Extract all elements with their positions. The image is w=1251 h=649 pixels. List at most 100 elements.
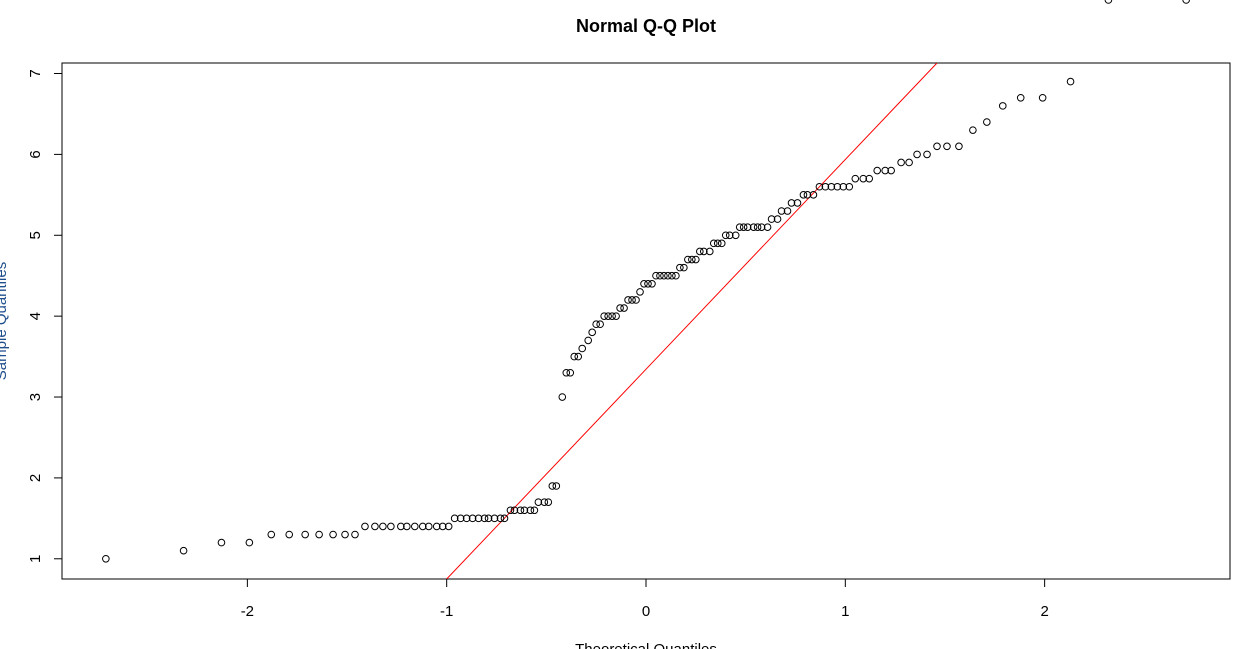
- y-axis-label: Sample Quantiles: [0, 262, 10, 380]
- data-point: [897, 158, 905, 167]
- data-point: [351, 530, 359, 539]
- y-tick-label: 5: [27, 231, 44, 239]
- data-point: [913, 150, 921, 159]
- plot-frame: [61, 62, 1231, 580]
- data-point: [624, 296, 632, 304]
- data-point: [943, 142, 951, 151]
- data-point: [998, 102, 1007, 110]
- data-point: [851, 174, 860, 183]
- data-point: [815, 182, 824, 191]
- data-point: [969, 126, 977, 134]
- data-point: [424, 522, 433, 531]
- data-point: [735, 223, 744, 231]
- data-point: [757, 223, 766, 231]
- data-point: [809, 191, 818, 199]
- data-point: [584, 336, 592, 345]
- data-point: [636, 288, 644, 296]
- data-point: [500, 514, 509, 523]
- data-point: [516, 506, 525, 515]
- data-point: [628, 296, 636, 304]
- data-point: [763, 223, 772, 231]
- data-point: [616, 304, 624, 312]
- data-point: [839, 182, 848, 191]
- data-point: [315, 530, 323, 539]
- data-point: [787, 199, 796, 207]
- data-point: [983, 118, 991, 126]
- data-point: [859, 174, 868, 183]
- data-point: [721, 231, 730, 240]
- data-point: [700, 247, 708, 256]
- y-tick-label: 6: [27, 150, 44, 158]
- data-point: [361, 522, 369, 531]
- data-point: [432, 522, 441, 531]
- data-point: [873, 166, 882, 175]
- data-point: [753, 223, 762, 231]
- data-point: [656, 271, 664, 280]
- y-tick-label: 1: [27, 555, 44, 563]
- y-axis: 1 2 3 4 5 6 7: [27, 69, 63, 563]
- data-point: [688, 255, 696, 264]
- data-point: [887, 166, 895, 175]
- data-point: [403, 522, 411, 531]
- data-point: [955, 142, 963, 151]
- data-point: [462, 514, 471, 523]
- y-tick-label: 3: [27, 393, 44, 401]
- data-point: [783, 207, 792, 215]
- data-point: [397, 522, 405, 531]
- data-point: [588, 328, 596, 337]
- data-point: [865, 174, 874, 183]
- data-point: [803, 191, 812, 199]
- data-point: [329, 530, 337, 539]
- data-point: [484, 514, 493, 523]
- data-point: [608, 312, 616, 320]
- data-point: [438, 522, 447, 531]
- data-point: [749, 223, 758, 231]
- data-point: [632, 296, 640, 304]
- data-point: [526, 506, 535, 515]
- data-point: [680, 263, 688, 272]
- data-point: [827, 182, 836, 191]
- data-point: [245, 538, 254, 547]
- data-point: [371, 522, 379, 531]
- x-axis-label: Theoretical Quantiles: [575, 641, 717, 649]
- data-point: [544, 498, 553, 506]
- data-point: [717, 239, 726, 248]
- data-point: [379, 522, 387, 531]
- data-point: [418, 522, 427, 531]
- data-point: [566, 368, 575, 377]
- data-point: [534, 498, 543, 506]
- data-point: [767, 215, 776, 223]
- data-point: [341, 530, 349, 539]
- data-point: [739, 223, 748, 231]
- x-tick-label: 0: [642, 603, 650, 620]
- data-point: [600, 312, 608, 320]
- data-point: [793, 199, 802, 207]
- y-tick-label: 7: [27, 69, 44, 77]
- data-point: [596, 320, 604, 329]
- y-tick-label: 4: [27, 312, 44, 320]
- data-point: [652, 271, 660, 280]
- data-point: [833, 182, 842, 191]
- data-point: [676, 263, 684, 272]
- data-point: [592, 320, 600, 329]
- data-point: [672, 271, 680, 280]
- data-point: [387, 522, 395, 531]
- data-point: [267, 530, 276, 539]
- data-point: [558, 393, 567, 401]
- data-point: [301, 530, 309, 539]
- data-point: [456, 514, 465, 523]
- data-point: [179, 546, 188, 555]
- data-point: [640, 279, 648, 288]
- data-point: [799, 191, 808, 199]
- data-point: [705, 247, 714, 256]
- data-point: [578, 344, 587, 353]
- data-point: [520, 506, 529, 515]
- data-point: [881, 166, 889, 175]
- data-point: [480, 514, 489, 523]
- qq-reference-line: [446, 63, 938, 579]
- data-points: [102, 0, 1190, 563]
- data-point: [933, 142, 941, 151]
- data-point: [713, 239, 722, 248]
- data-point: [562, 368, 571, 377]
- data-point: [1038, 93, 1047, 102]
